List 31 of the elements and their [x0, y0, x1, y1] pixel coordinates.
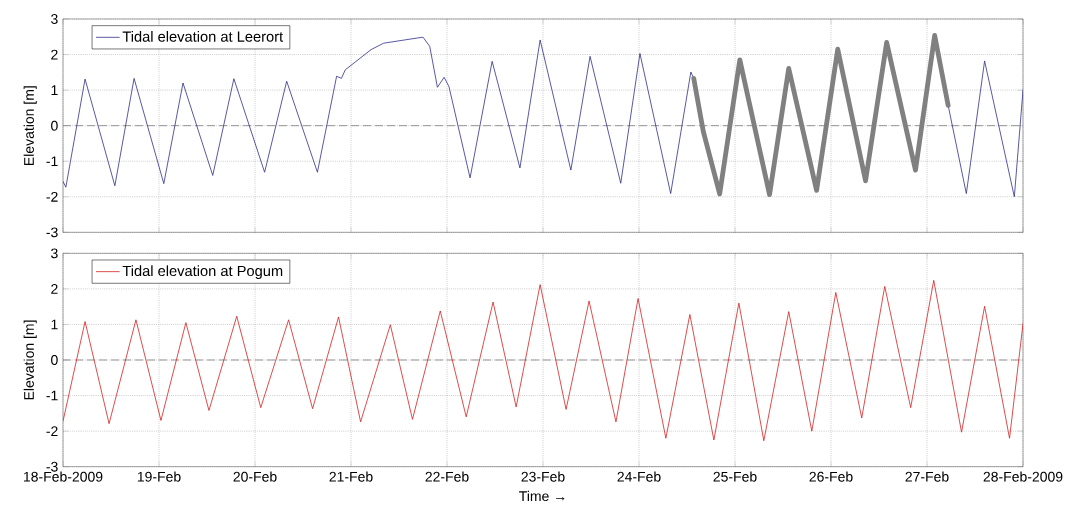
x-tick-label: 26-Feb: [809, 471, 853, 482]
x-tick-label: 28-Feb-2009: [983, 471, 1063, 482]
y-tick-label: -3: [46, 227, 58, 238]
y-axis-title: Elevation [m]: [23, 86, 37, 165]
x-tick-label: 24-Feb: [617, 471, 661, 482]
y-tick-label: -2: [46, 426, 58, 436]
y-tick-label: -2: [46, 191, 58, 202]
legend-label: Tidal elevation at Pogum: [122, 265, 283, 279]
y-tick-label: 0: [51, 355, 58, 365]
x-tick-label: 25-Feb: [713, 471, 757, 482]
x-tick-label: 20-Feb: [233, 471, 277, 482]
y-tick-label: -1: [46, 156, 58, 167]
y-tick-label: 2: [51, 284, 58, 294]
y-tick-label: 1: [51, 85, 58, 95]
y-tick-label: 0: [51, 120, 58, 131]
y-tick-label: 3: [51, 14, 58, 24]
x-tick-label: 27-Feb: [905, 471, 949, 482]
x-tick-label: 18-Feb-2009: [23, 471, 103, 482]
y-tick-label: 1: [51, 319, 58, 330]
y-tick-label: 2: [51, 49, 58, 60]
legend-label: Tidal elevation at Leerort: [122, 31, 284, 42]
y-axis-title: Elevation [m]: [23, 320, 37, 400]
x-tick-label: 22-Feb: [425, 471, 469, 482]
x-axis-title: Time →: [519, 490, 565, 502]
y-tick-label: 3: [51, 248, 58, 259]
x-tick-label: 21-Feb: [329, 471, 373, 482]
y-tick-label: -1: [46, 390, 58, 401]
line-series: [63, 279, 1024, 442]
y-tick-label: -3: [46, 461, 58, 472]
x-tick-label: 19-Feb: [137, 471, 181, 482]
x-tick-label: 23-Feb: [521, 471, 565, 482]
